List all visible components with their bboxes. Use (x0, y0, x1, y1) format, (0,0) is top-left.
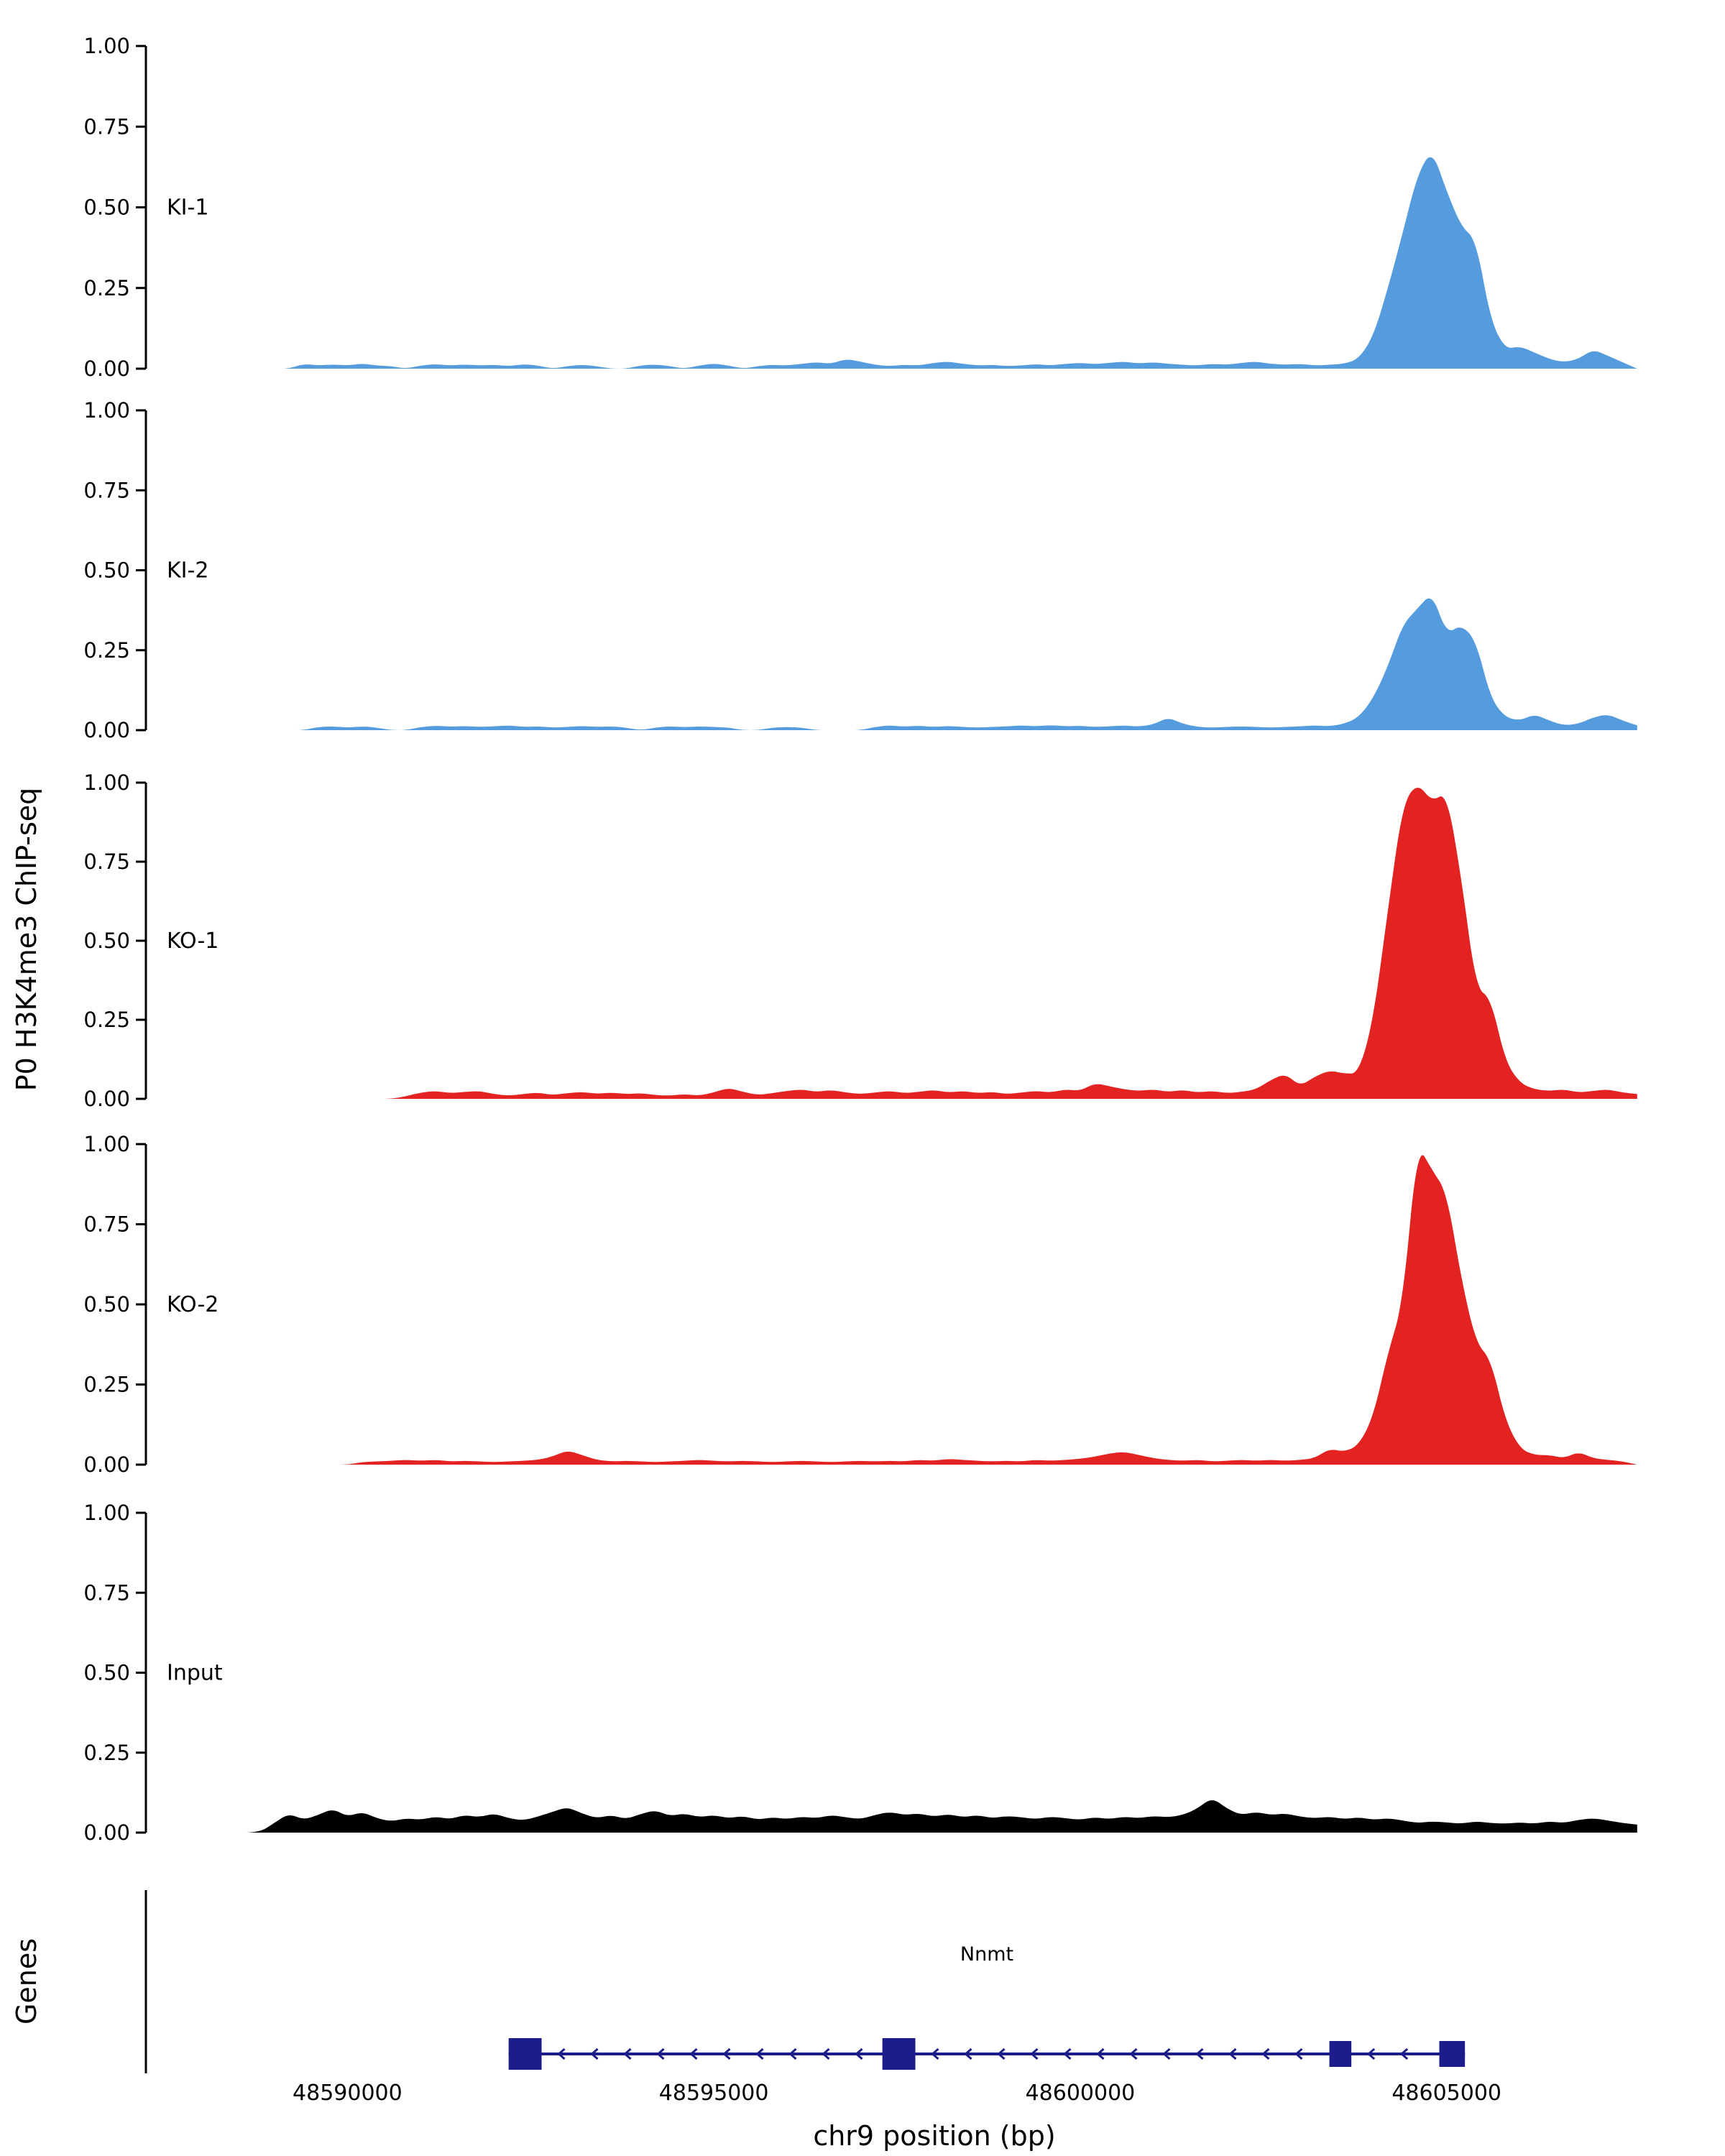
signal-area-ko-2 (244, 1155, 1637, 1465)
strand-arrow-left-icon (822, 2047, 830, 2060)
track-ko-1: 0.00 0.25 0.50 0.75 1.00 KO-1 (83, 770, 1637, 1111)
gene-model-layer (144, 1890, 1466, 2073)
track-label-ki-1: KI-1 (167, 195, 208, 221)
strand-arrow-left-icon (788, 2047, 797, 2060)
track-input: 0.00 0.25 0.50 0.75 1.00 Input (83, 1501, 1637, 1845)
y-tick-label: 0.25 (83, 1373, 130, 1397)
track-ki-1: 0.00 0.25 0.50 0.75 1.00 KI-1 (83, 34, 1637, 381)
track-label-input: Input (167, 1661, 223, 1686)
y-tick-label: 0.00 (83, 1087, 130, 1111)
y-axis-title: P0 H3K4me3 ChIP-seq (11, 788, 42, 1092)
y-tick-label: 0.75 (83, 1212, 130, 1237)
strand-arrow-left-icon (931, 2047, 939, 2060)
strand-arrow-left-icon (755, 2047, 764, 2060)
signal-tracks-layer: 0.00 0.25 0.50 0.75 1.00 KI-1 0.00 0.25 0.50 0.75… (83, 34, 1637, 1845)
track-ko-2: 0.00 0.25 0.50 0.75 1.00 KO-2 (83, 1132, 1637, 1477)
y-tick-label: 1.00 (83, 1132, 130, 1156)
y-tick-label: 0.50 (83, 558, 130, 583)
y-tick-label: 0.00 (83, 356, 130, 381)
x-tick-label: 48595000 (659, 2081, 769, 2106)
strand-arrow-left-icon (1399, 2047, 1409, 2060)
strand-arrow-left-icon (656, 2047, 665, 2060)
track-label-ki-2: KI-2 (167, 558, 208, 584)
y-tick-label: 0.00 (83, 1452, 130, 1477)
strand-arrow-left-icon (1366, 2047, 1376, 2060)
strand-arrow-left-icon (1096, 2047, 1105, 2060)
strand-arrow-left-icon (1129, 2047, 1138, 2060)
gene-exon-box (508, 2038, 542, 2070)
y-tick-label: 0.50 (83, 1661, 130, 1685)
strand-arrow-left-icon (1228, 2047, 1237, 2060)
y-tick-label: 1.00 (83, 1501, 130, 1525)
y-tick-label: 0.00 (83, 718, 130, 742)
y-tick-label: 0.75 (83, 1580, 130, 1605)
genes-panel-title: Genes (11, 1938, 42, 2024)
signal-area-ki-2 (244, 598, 1637, 730)
track-label-ko-2: KO-2 (167, 1292, 218, 1317)
x-tick-label: 48600000 (1026, 2081, 1136, 2106)
x-axis-title: chr9 position (bp) (813, 2120, 1055, 2152)
strand-arrow-left-icon (1195, 2047, 1204, 2060)
y-tick-label: 0.50 (83, 1292, 130, 1317)
y-tick-label: 0.50 (83, 195, 130, 220)
strand-arrow-left-icon (623, 2047, 632, 2060)
signal-area-ko-1 (244, 788, 1637, 1099)
strand-arrow-left-icon (557, 2047, 566, 2060)
strand-arrow-left-icon (1063, 2047, 1072, 2060)
y-tick-label: 1.00 (83, 398, 130, 423)
strand-arrow-left-icon (1261, 2047, 1270, 2060)
strand-arrow-left-icon (590, 2047, 599, 2060)
y-tick-label: 1.00 (83, 770, 130, 795)
gene-exon-box (882, 2038, 916, 2070)
y-tick-label: 0.75 (83, 849, 130, 874)
strand-arrow-left-icon (997, 2047, 1006, 2060)
gene-exon-box (1439, 2041, 1466, 2067)
x-tick-label: 48590000 (293, 2081, 402, 2106)
strand-arrow-left-icon (1030, 2047, 1039, 2060)
track-ki-2: 0.00 0.25 0.50 0.75 1.00 KI-2 (83, 398, 1637, 742)
y-tick-label: 0.75 (83, 478, 130, 502)
gene-exon-box (1329, 2041, 1352, 2067)
strand-arrow-left-icon (964, 2047, 972, 2060)
y-tick-label: 0.00 (83, 1820, 130, 1845)
x-tick-label: 48605000 (1392, 2081, 1501, 2106)
y-tick-label: 0.75 (83, 114, 130, 139)
y-tick-label: 0.25 (83, 276, 130, 300)
strand-arrow-left-icon (722, 2047, 731, 2060)
x-axis-layer: 48590000 48595000 48600000 48605000 (293, 2081, 1501, 2106)
signal-area-ki-1 (244, 157, 1637, 369)
strand-arrow-left-icon (1294, 2047, 1303, 2060)
track-label-ko-1: KO-1 (167, 929, 218, 954)
signal-area-input (244, 1800, 1637, 1833)
gene-name-label: Nnmt (960, 1943, 1013, 1966)
y-tick-label: 0.25 (83, 1008, 130, 1032)
strand-arrow-left-icon (689, 2047, 698, 2060)
y-tick-label: 1.00 (83, 34, 130, 58)
y-tick-label: 0.25 (83, 638, 130, 663)
strand-arrow-left-icon (1162, 2047, 1171, 2060)
y-tick-label: 0.50 (83, 929, 130, 953)
strand-arrow-left-icon (855, 2047, 863, 2060)
y-tick-label: 0.25 (83, 1741, 130, 1765)
